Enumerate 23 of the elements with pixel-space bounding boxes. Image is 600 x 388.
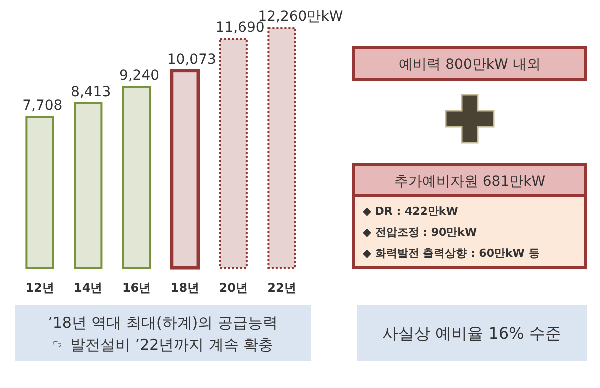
x-tick-label: 18년 <box>170 281 200 295</box>
text: ◆ 전압조정 : 90만kW <box>363 226 478 239</box>
data-label: 8,413 <box>71 84 112 100</box>
text: ◆ DR : 422만kW <box>363 205 458 218</box>
text: 추가예비자원 681만kW <box>394 174 546 190</box>
bar <box>26 116 54 269</box>
bar <box>74 102 103 269</box>
x-tick-label: 14년 <box>74 281 103 295</box>
text: 예비력 800만kW 내외 <box>399 57 541 73</box>
x-tick-label: 12년 <box>26 281 54 295</box>
text: ’18년 역대 최대(하계)의 공급능력 <box>48 314 278 332</box>
x-tick-label: 20년 <box>219 281 248 295</box>
text: ◆ 화력발전 출력상향 : 60만kW 등 <box>363 247 540 260</box>
data-label: 10,073 <box>167 52 216 68</box>
data-label: 7,708 <box>22 98 63 114</box>
bar <box>122 86 152 269</box>
x-tick-label: 16년 <box>122 281 152 295</box>
data-label: 9,240 <box>119 68 160 84</box>
text: 사실상 예비율 16% 수준 <box>382 324 562 343</box>
bar <box>268 27 296 269</box>
text: ☞ 발전설비 ’22년까지 계속 확충 <box>52 336 274 354</box>
bar <box>219 38 248 269</box>
x-tick-label: 22년 <box>268 281 296 295</box>
